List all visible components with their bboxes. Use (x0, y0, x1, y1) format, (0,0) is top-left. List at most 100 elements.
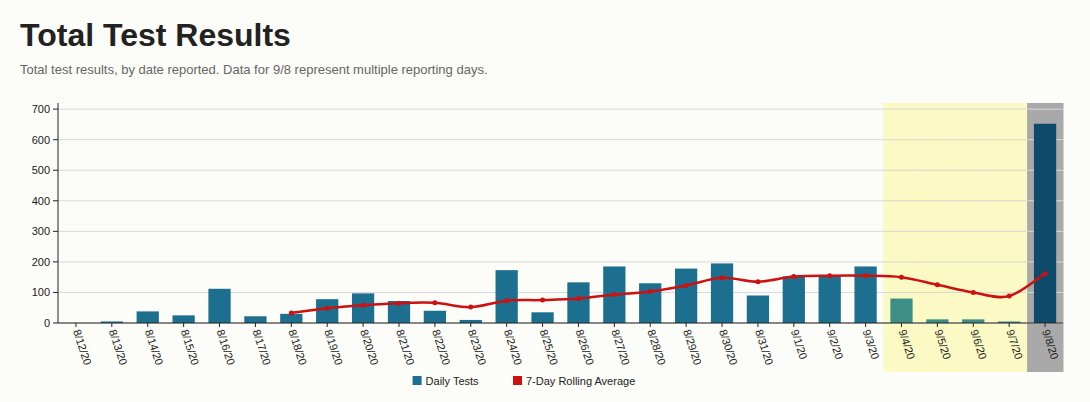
x-tick-label: 8/24/20 (502, 328, 525, 367)
marker (899, 275, 904, 280)
x-tick-label: 8/25/20 (538, 328, 561, 367)
tick-label: 600 (32, 134, 50, 146)
bar (890, 299, 912, 323)
marker (396, 301, 401, 306)
x-tick-label: 9/4/20 (897, 328, 918, 361)
bar (316, 299, 338, 323)
x-tick-label: 8/19/20 (322, 328, 345, 367)
bar (137, 311, 159, 323)
tick (53, 231, 58, 232)
y-axis (58, 103, 59, 323)
grid-line (58, 231, 1063, 232)
tick (53, 170, 58, 171)
x-tick (470, 323, 471, 327)
x-tick (578, 323, 579, 327)
x-tick (650, 323, 651, 327)
highlight-band (955, 103, 991, 372)
x-tick (219, 323, 220, 327)
x-tick-label: 8/18/20 (286, 328, 309, 367)
marker (1043, 271, 1048, 276)
x-tick (363, 323, 364, 327)
tick-label: 300 (32, 225, 50, 237)
x-tick (1045, 323, 1046, 327)
highlight-band (1027, 103, 1063, 372)
tick-label: 0 (44, 317, 50, 329)
legend-label: Daily Tests (426, 375, 479, 387)
x-tick (147, 323, 148, 327)
x-tick-label: 9/1/20 (789, 328, 810, 361)
subtitle: Total test results, by date reported. Da… (20, 62, 488, 77)
x-tick (829, 323, 830, 327)
x-tick-label: 8/13/20 (107, 328, 130, 367)
x-tick (183, 323, 184, 327)
marker (325, 306, 330, 311)
x-tick-label: 8/29/20 (681, 328, 704, 367)
tick-label: 200 (32, 256, 50, 268)
x-tick-label: 8/27/20 (609, 328, 632, 367)
line (291, 274, 1045, 313)
marker (289, 310, 294, 315)
x-tick-label: 8/12/20 (71, 328, 94, 367)
bar (1034, 124, 1056, 323)
tick-label: 400 (32, 195, 50, 207)
marker (648, 289, 653, 294)
plot (101, 124, 1056, 323)
x-tick (973, 323, 974, 327)
title: Total Test Results (20, 17, 291, 53)
tick (53, 200, 58, 201)
x-tick (111, 323, 112, 327)
marker (504, 298, 509, 303)
x-tick (255, 323, 256, 327)
tick-label: 500 (32, 164, 50, 176)
x-tick-label: 8/31/20 (753, 328, 776, 367)
marker (791, 274, 796, 279)
tick (53, 109, 58, 110)
tick-label: 700 (32, 103, 50, 115)
x-tick-label: 8/20/20 (358, 328, 381, 367)
x-tick (757, 323, 758, 327)
x-tick-label: 8/21/20 (394, 328, 417, 367)
x-tick-label: 8/30/20 (717, 328, 740, 367)
bar (244, 316, 266, 323)
x-tick-label: 9/7/20 (1004, 328, 1025, 361)
bar (926, 319, 948, 323)
marker (863, 273, 868, 278)
x-tick-label: 8/28/20 (645, 328, 668, 367)
bar (352, 293, 374, 323)
bar (675, 269, 697, 323)
marker (935, 282, 940, 287)
marker (576, 296, 581, 301)
bar (172, 315, 194, 323)
tick (53, 139, 58, 140)
marker (971, 290, 976, 295)
x-tick-label: 8/17/20 (251, 328, 274, 367)
x-tick (793, 323, 794, 327)
marker (361, 303, 366, 308)
highlight-band (919, 103, 955, 372)
x-tick (75, 323, 76, 327)
marker (684, 283, 689, 288)
grid-line (58, 170, 1063, 171)
bar (496, 270, 518, 323)
bar (531, 312, 553, 323)
grid-line (58, 200, 1063, 201)
chart: Total Test Results Total test results, by… (0, 0, 1090, 402)
grid-line (58, 109, 1063, 110)
tick (53, 323, 58, 324)
tick (53, 292, 58, 293)
x-tick-label: 8/26/20 (574, 328, 597, 367)
x-tick-label: 8/23/20 (466, 328, 489, 367)
grid-line (58, 261, 1063, 262)
x-tick-label: 9/5/20 (932, 328, 953, 361)
bar (962, 319, 984, 323)
x-tick (542, 323, 543, 327)
x-tick-label: 8/16/20 (215, 328, 238, 367)
x-tick (506, 323, 507, 327)
legend-label: 7-Day Rolling Average (526, 375, 635, 387)
x-tick (614, 323, 615, 327)
x-tick (327, 323, 328, 327)
x-tick (1009, 323, 1010, 327)
tick-label: 100 (32, 286, 50, 298)
x-tick-label: 8/22/20 (430, 328, 453, 367)
x-tick (937, 323, 938, 327)
